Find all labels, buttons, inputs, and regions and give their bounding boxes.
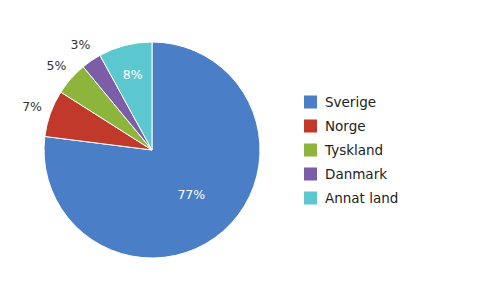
legend-swatch	[304, 120, 317, 133]
legend-swatch	[304, 96, 317, 109]
data-labels: 77% 7% 5% 3% 8%	[22, 37, 205, 202]
data-label: 8%	[123, 67, 143, 82]
slices	[44, 42, 260, 258]
legend: Sverige Norge Tyskland Danmark Annat land	[304, 94, 398, 206]
data-label: 3%	[70, 37, 90, 52]
legend-label: Tyskland	[324, 142, 383, 158]
legend-swatch	[304, 192, 317, 205]
data-label: 7%	[22, 99, 42, 114]
legend-swatch	[304, 144, 317, 157]
pie-slice	[100, 42, 152, 150]
pie-slice	[44, 42, 260, 258]
chart-container: 77% 7% 5% 3% 8% Sverige Norge Tyskland Danmark An…	[0, 0, 494, 296]
legend-swatch	[304, 168, 317, 181]
legend-label: Danmark	[325, 166, 387, 182]
chart: 77% 7% 5% 3% 8% Sverige Norge Tyskland Danmark An…	[0, 0, 494, 296]
legend-label: Annat land	[325, 190, 398, 206]
legend-label: Norge	[325, 118, 366, 134]
data-label: 77%	[177, 187, 205, 202]
legend-label: Sverige	[325, 94, 376, 110]
data-label: 5%	[46, 58, 66, 73]
